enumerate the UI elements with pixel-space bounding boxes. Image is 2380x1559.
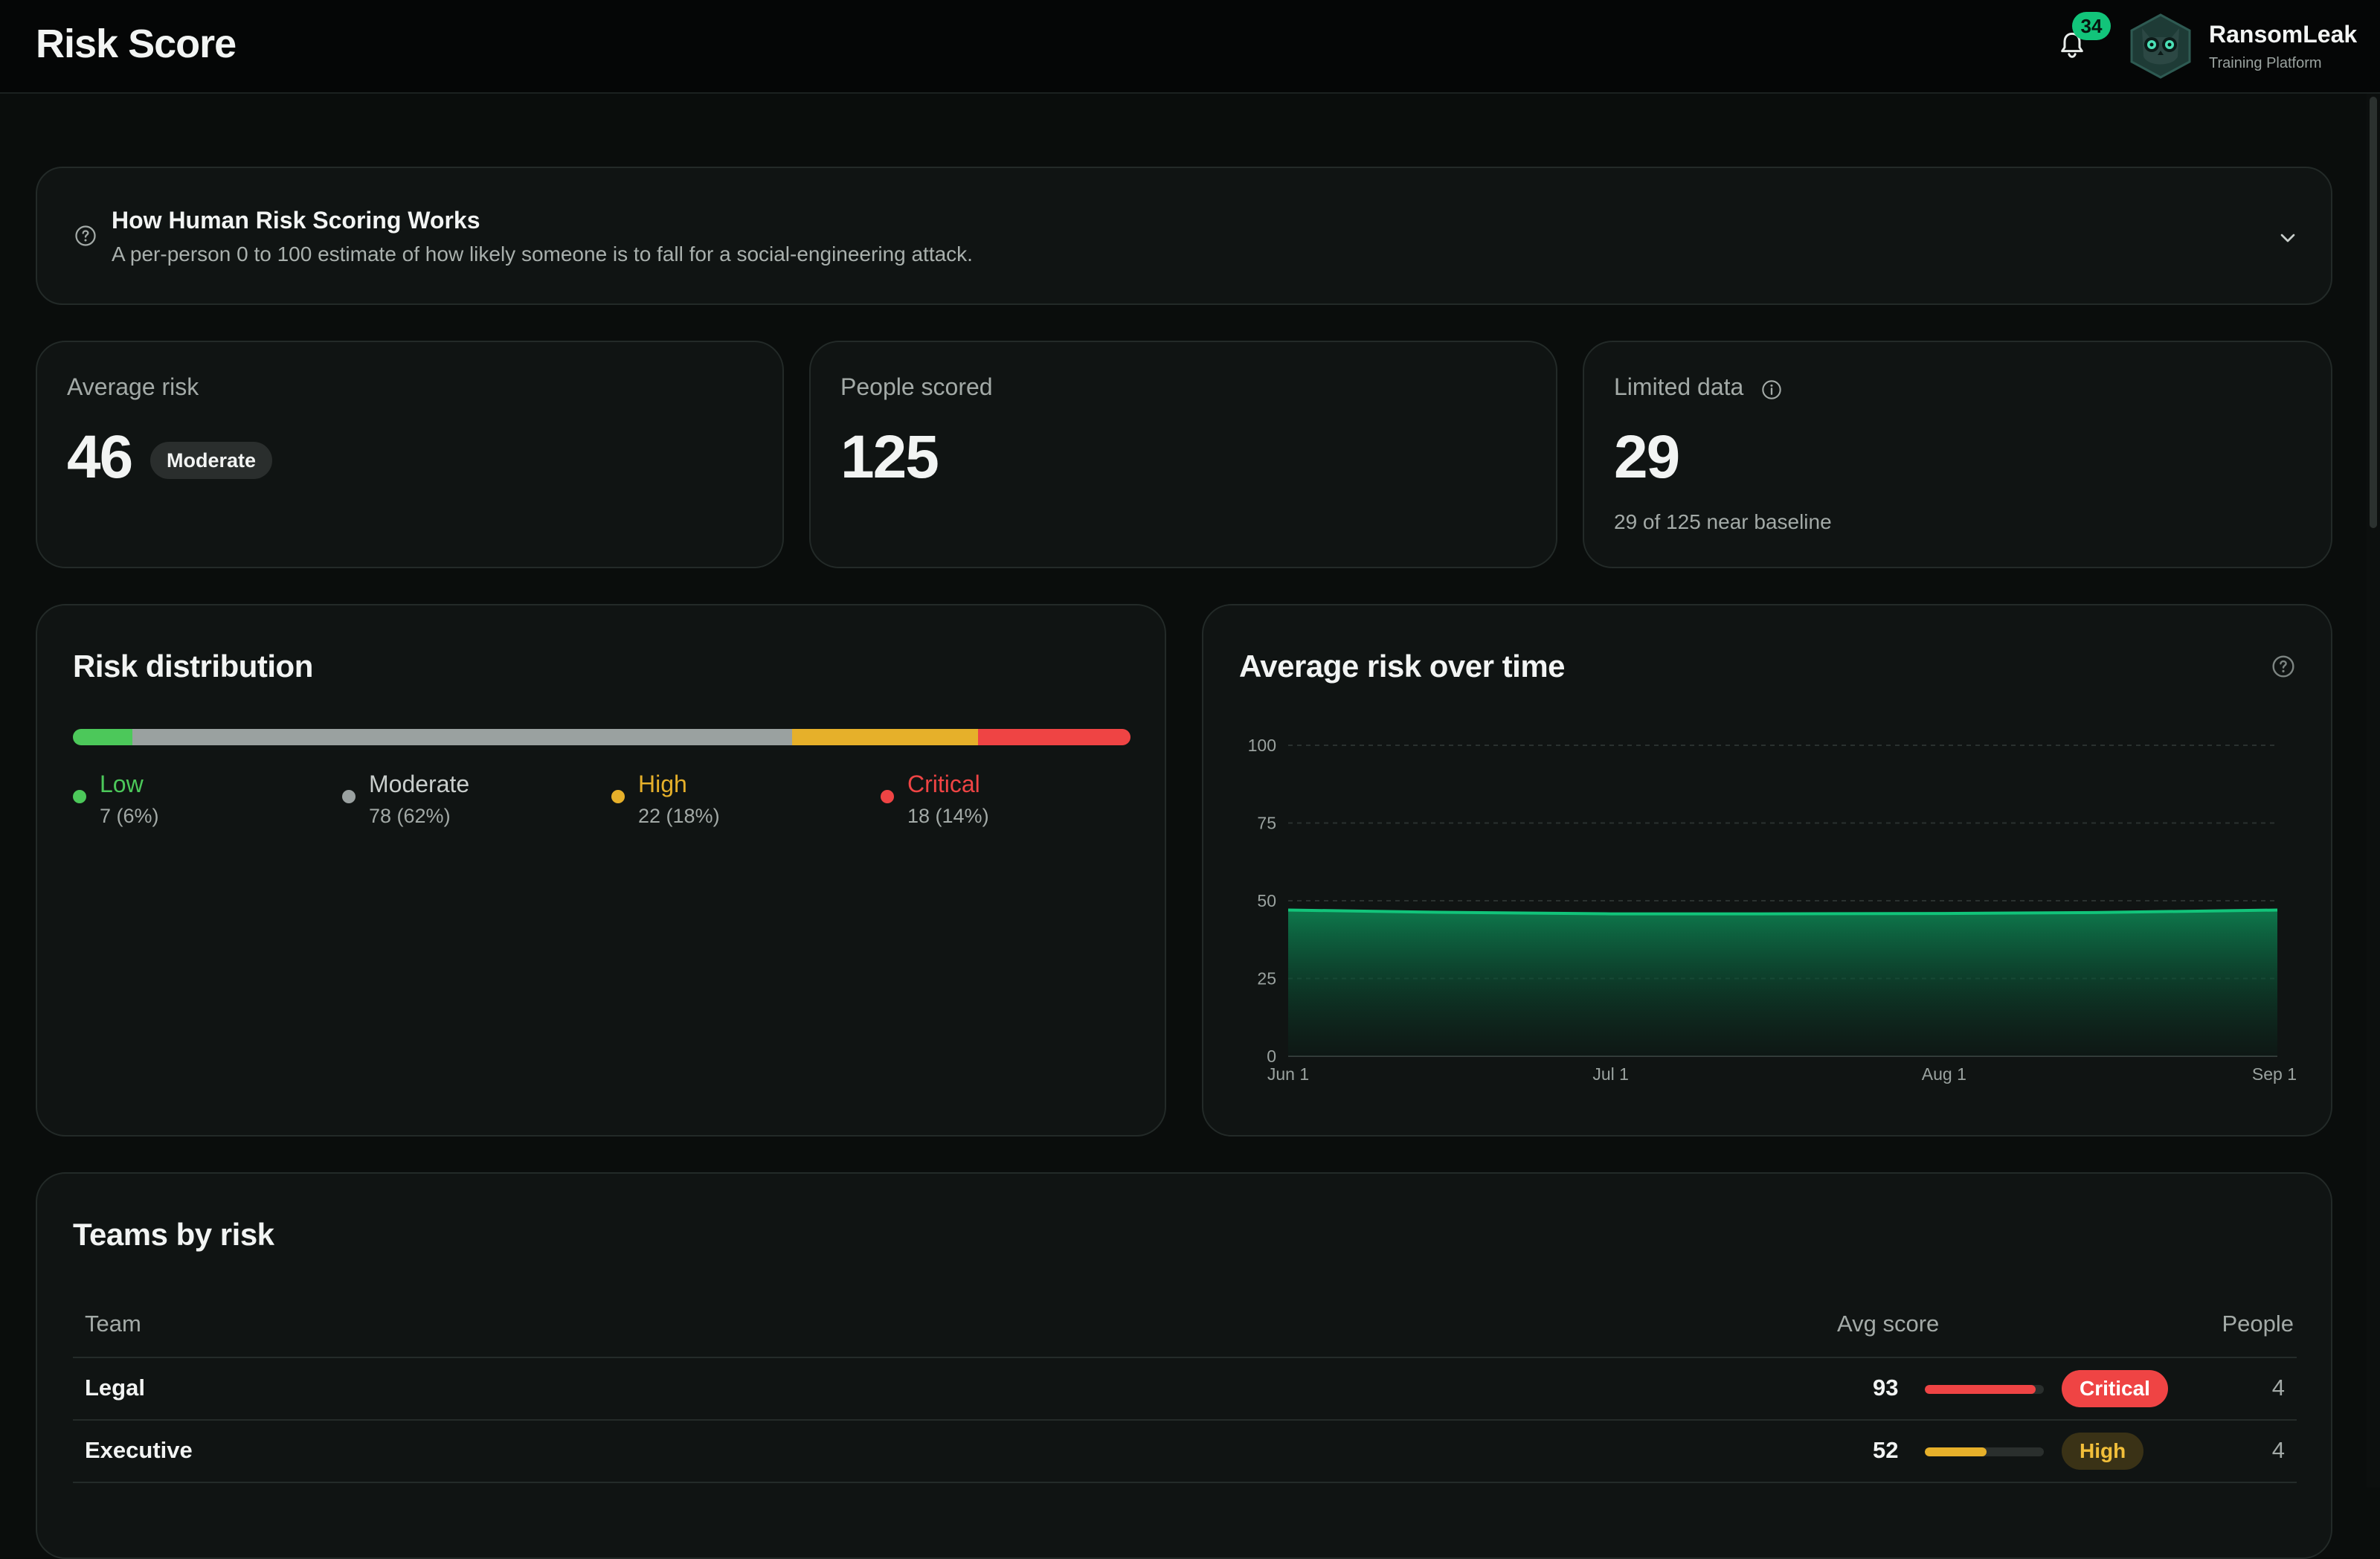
row-divider bbox=[73, 1419, 2297, 1421]
team-people: 4 bbox=[2271, 1375, 2285, 1401]
help-circle-icon bbox=[75, 225, 96, 246]
distribution-segment-moderate bbox=[132, 729, 792, 745]
column-header-team[interactable]: Team bbox=[85, 1311, 141, 1337]
x-tick-label: Sep 1 bbox=[2252, 1064, 2297, 1084]
legend-label: Moderate bbox=[369, 771, 470, 797]
row-divider bbox=[73, 1482, 2297, 1483]
distribution-segment-low bbox=[73, 729, 132, 745]
chevron-down-icon[interactable] bbox=[2276, 226, 2300, 250]
average-risk-card: Average risk 46 Moderate bbox=[36, 341, 784, 568]
limited-data-note: 29 of 125 near baseline bbox=[1614, 510, 1832, 533]
legend-dot bbox=[342, 790, 356, 803]
legend-count: 78 (62%) bbox=[369, 805, 451, 827]
notification-badge[interactable]: 34 bbox=[2072, 12, 2111, 40]
risk-level-badge: High bbox=[2062, 1433, 2144, 1470]
info-icon[interactable] bbox=[1761, 379, 1782, 400]
risk-distribution-title: Risk distribution bbox=[73, 649, 313, 684]
average-risk-value: 46 bbox=[67, 423, 133, 491]
score-bar-fill bbox=[1925, 1447, 1987, 1456]
column-header-avg-score[interactable]: Avg score bbox=[1837, 1311, 1940, 1337]
score-bar-fill bbox=[1925, 1385, 2036, 1394]
x-tick-label: Jul 1 bbox=[1592, 1064, 1629, 1084]
limited-data-card: Limited data 29 29 of 125 near baseline bbox=[1583, 341, 2332, 568]
series-line[interactable] bbox=[1287, 908, 2278, 916]
y-tick-label: 0 bbox=[1267, 1047, 1276, 1066]
area-fill bbox=[1288, 910, 2277, 1056]
legend-dot bbox=[73, 790, 86, 803]
risk-level-badge: Critical bbox=[2062, 1370, 2168, 1407]
distribution-segment-high bbox=[791, 729, 979, 745]
legend-label: Critical bbox=[907, 771, 980, 797]
team-score: 52 bbox=[1873, 1437, 1899, 1463]
average-risk-chart-card: Average risk over time 0 25 50 75 100 Jun 1 Ju… bbox=[1202, 604, 2332, 1137]
teams-by-risk-card: Teams by risk Team Avg score People Lega… bbox=[36, 1172, 2332, 1559]
score-bar bbox=[1925, 1385, 2044, 1394]
x-tick-label: Aug 1 bbox=[1922, 1064, 1966, 1084]
y-tick-label: 100 bbox=[1248, 736, 1276, 755]
legend-dot bbox=[611, 790, 625, 803]
distribution-segment-critical bbox=[978, 729, 1130, 745]
average-risk-area-chart: 0 25 50 75 100 Jun 1 Jul 1 Aug 1 Sep 1 bbox=[1248, 736, 2297, 1084]
team-name: Legal bbox=[85, 1375, 145, 1401]
legend-dot bbox=[881, 790, 894, 803]
legend-label: High bbox=[638, 771, 687, 797]
team-score: 93 bbox=[1873, 1375, 1899, 1401]
limited-data-value: 29 bbox=[1614, 423, 1680, 491]
scrollbar-thumb[interactable] bbox=[2370, 97, 2377, 528]
info-description: A per-person 0 to 100 estimate of how li… bbox=[112, 242, 973, 266]
table-row[interactable]: Legal 93 Critical 4 bbox=[73, 1358, 2297, 1419]
brand-subtitle: Training Platform bbox=[2209, 55, 2322, 71]
owl-logo-icon[interactable] bbox=[2127, 12, 2194, 80]
average-risk-label: Average risk bbox=[67, 373, 199, 400]
y-tick-label: 50 bbox=[1257, 891, 1276, 910]
top-bar: Risk Score 34 RansomLeak Training Platfo… bbox=[0, 0, 2380, 94]
people-scored-card: People scored 125 bbox=[809, 341, 1557, 568]
limited-data-label: Limited data bbox=[1614, 373, 1744, 400]
average-risk-badge: Moderate bbox=[150, 442, 273, 479]
team-name: Executive bbox=[85, 1437, 193, 1463]
legend-count: 7 (6%) bbox=[100, 805, 159, 827]
legend-count: 22 (18%) bbox=[638, 805, 720, 827]
risk-distribution-bar bbox=[73, 729, 1130, 745]
risk-scoring-info-accordion[interactable]: How Human Risk Scoring Works A per-perso… bbox=[36, 167, 2332, 305]
score-bar bbox=[1925, 1447, 2044, 1456]
people-scored-value: 125 bbox=[840, 423, 939, 491]
y-tick-label: 75 bbox=[1257, 814, 1276, 833]
help-circle-icon[interactable] bbox=[2271, 655, 2295, 678]
team-people: 4 bbox=[2271, 1437, 2285, 1463]
page-title: Risk Score bbox=[36, 22, 237, 66]
chart-title: Average risk over time bbox=[1239, 649, 1566, 684]
x-tick-label: Jun 1 bbox=[1267, 1064, 1309, 1084]
risk-distribution-card: Risk distribution Low 7 (6%) Moderate 78… bbox=[36, 604, 1166, 1137]
info-title: How Human Risk Scoring Works bbox=[112, 207, 480, 234]
people-scored-label: People scored bbox=[840, 373, 993, 400]
legend-count: 18 (14%) bbox=[907, 805, 989, 827]
y-tick-label: 25 bbox=[1257, 969, 1276, 989]
teams-title: Teams by risk bbox=[73, 1217, 274, 1252]
row-divider bbox=[73, 1357, 2297, 1358]
legend-label: Low bbox=[100, 771, 144, 797]
column-header-people[interactable]: People bbox=[2222, 1311, 2294, 1337]
table-row[interactable]: Executive 52 High 4 bbox=[73, 1421, 2297, 1482]
brand-name[interactable]: RansomLeak bbox=[2209, 21, 2358, 48]
